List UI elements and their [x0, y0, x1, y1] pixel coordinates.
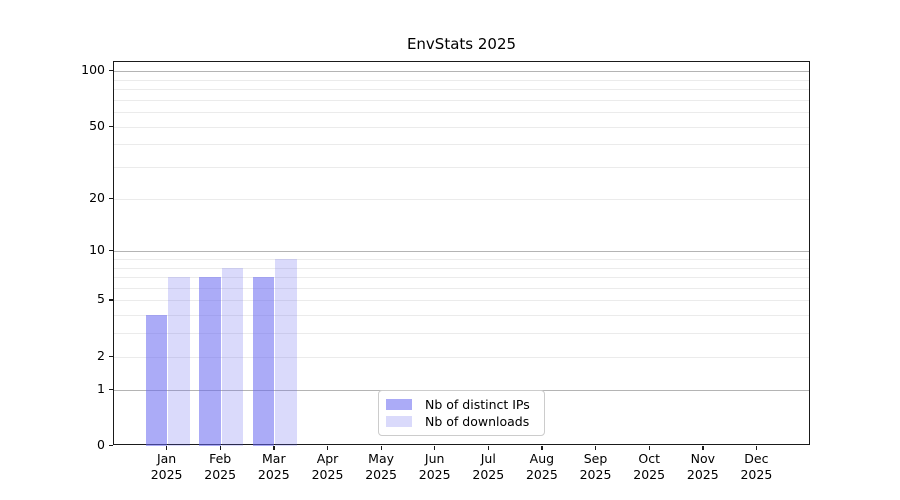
bar-distinct-ips-feb: [199, 277, 221, 446]
y-tick-label: 0: [97, 437, 105, 452]
y-tick-mark: [109, 197, 113, 199]
x-tick-month: Oct: [638, 451, 660, 466]
x-tick-year: 2025: [150, 467, 183, 482]
x-tick-label-nov: Nov 2025: [675, 451, 731, 483]
legend-swatch: [386, 416, 412, 427]
x-tick-year: 2025: [525, 467, 558, 482]
gridline-minor: [114, 258, 809, 260]
gridline-minor: [114, 267, 809, 269]
y-tick-label: 10: [89, 242, 105, 258]
gridline-minor: [114, 300, 809, 302]
x-tick-year: 2025: [686, 467, 719, 482]
gridline-minor: [114, 112, 809, 113]
x-tick-mark: [702, 446, 704, 450]
gridline-minor: [114, 79, 809, 81]
x-tick-label-dec: Dec 2025: [728, 451, 784, 483]
x-tick-year: 2025: [472, 467, 505, 482]
x-tick-mark: [755, 446, 758, 450]
y-tick-mark: [109, 70, 113, 72]
gridline-minor: [114, 167, 809, 168]
y-tick-mark: [109, 299, 113, 301]
x-tick-month: Dec: [744, 451, 769, 466]
x-tick-mark: [273, 446, 275, 450]
legend-swatch: [386, 399, 412, 410]
x-tick-label-oct: Oct 2025: [621, 451, 677, 483]
legend: Nb of distinct IPs Nb of downloads: [378, 390, 545, 436]
x-tick-label-jul: Jul 2025: [460, 451, 516, 483]
y-tick-label: 100: [81, 62, 105, 77]
x-tick-mark: [541, 446, 543, 450]
x-tick-month: Mar: [262, 451, 286, 466]
x-tick-month: Sep: [583, 451, 608, 466]
bar-downloads-feb: [221, 267, 244, 446]
x-tick-month: Nov: [690, 451, 715, 466]
x-tick-month: May: [368, 451, 395, 466]
gridline-minor: [114, 144, 809, 146]
x-tick-label-apr: Apr 2025: [300, 451, 356, 483]
y-tick-label: 50: [89, 117, 105, 133]
x-tick-mark: [166, 446, 168, 450]
gridline-minor: [114, 315, 809, 317]
plot-area: [113, 61, 810, 446]
gridline-minor: [114, 99, 809, 101]
x-tick-mark: [434, 446, 436, 450]
y-tick-mark: [109, 125, 113, 127]
y-tick-label: 20: [89, 189, 105, 205]
x-tick-mark: [219, 446, 221, 450]
x-tick-year: 2025: [257, 467, 290, 482]
x-tick-mark: [327, 446, 329, 450]
x-tick-month: Feb: [209, 451, 232, 466]
x-tick-mark: [487, 446, 490, 450]
x-tick-year: 2025: [633, 467, 666, 482]
x-tick-year: 2025: [579, 467, 612, 482]
x-tick-label-feb: Feb 2025: [192, 451, 248, 483]
x-tick-month: Jun: [424, 451, 445, 466]
legend-item-downloads: Nb of downloads: [386, 413, 536, 430]
legend-item-distinct-ips: Nb of distinct IPs: [386, 396, 536, 413]
x-tick-year: 2025: [365, 467, 397, 482]
x-tick-year: 2025: [311, 467, 344, 482]
x-tick-year: 2025: [204, 467, 237, 482]
gridline-major: [114, 71, 809, 72]
chart-title: EnvStats 2025: [406, 35, 517, 53]
y-tick-mark: [109, 355, 113, 357]
x-tick-label-mar: Mar 2025: [246, 451, 302, 483]
gridline-minor: [114, 88, 809, 90]
x-tick-mark: [648, 446, 650, 450]
x-tick-year: 2025: [418, 467, 451, 482]
x-tick-month: Jan: [156, 451, 177, 466]
gridline-minor: [114, 356, 809, 358]
x-tick-label-aug: Aug 2025: [514, 451, 570, 483]
bar-downloads-mar: [275, 258, 297, 446]
gridline-minor: [114, 333, 809, 335]
gridline-minor: [114, 287, 809, 289]
legend-label: Nb of downloads: [425, 414, 530, 429]
gridline-minor: [114, 198, 809, 200]
gridline-minor: [114, 126, 809, 128]
legend-label: Nb of distinct IPs: [425, 397, 530, 412]
bar-distinct-ips-mar: [252, 277, 275, 446]
x-tick-month: Jul: [480, 451, 496, 466]
x-tick-label-sep: Sep 2025: [568, 451, 624, 483]
x-tick-month: Apr: [316, 451, 339, 466]
x-tick-label-may: May 2025: [353, 451, 409, 483]
x-tick-mark: [380, 446, 382, 450]
x-tick-label-jun: Jun 2025: [407, 451, 463, 483]
y-tick-mark: [109, 445, 113, 447]
y-tick-label: 2: [97, 347, 105, 363]
gridline-major: [114, 251, 809, 253]
gridline-minor: [114, 277, 809, 278]
x-tick-year: 2025: [740, 467, 773, 482]
x-tick-mark: [595, 446, 597, 450]
bar-distinct-ips-jan: [145, 315, 168, 446]
y-tick-mark: [109, 388, 113, 390]
y-tick-label: 1: [97, 380, 105, 396]
x-tick-month: Aug: [529, 451, 555, 466]
x-tick-label-jan: Jan 2025: [139, 451, 195, 483]
y-tick-label: 5: [97, 291, 105, 307]
bar-downloads-jan: [168, 277, 190, 446]
y-tick-mark: [109, 250, 113, 252]
